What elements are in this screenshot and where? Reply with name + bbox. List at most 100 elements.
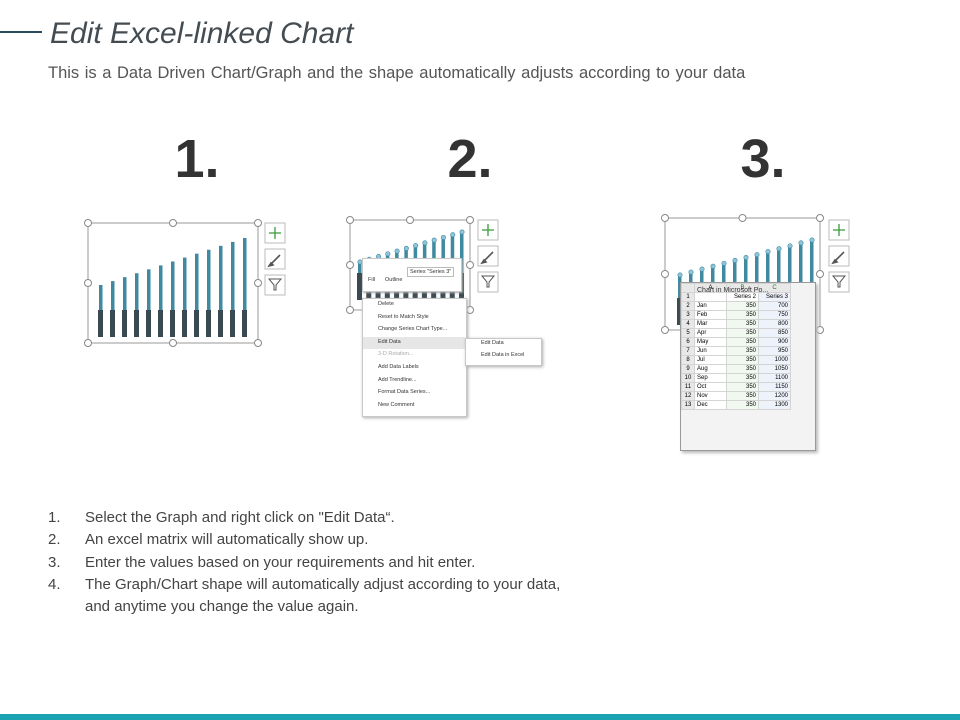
icon-plus <box>269 227 281 239</box>
decor-bar <box>123 277 127 310</box>
row-header: 11 <box>681 382 695 392</box>
decor-marker <box>776 246 782 252</box>
icon-filter <box>267 278 283 291</box>
row-header: 10 <box>681 373 695 383</box>
decor-bar-base <box>98 310 103 337</box>
icon-brush <box>480 251 494 265</box>
handle <box>84 339 92 347</box>
sheet-title: Chart in Microsoft Po... <box>697 287 769 294</box>
handle <box>169 219 177 227</box>
decor-bar <box>219 245 223 310</box>
decor-marker <box>394 248 400 254</box>
row-header: 2 <box>681 301 695 311</box>
decor-bar-base <box>242 310 247 337</box>
handle <box>738 214 747 222</box>
decor-marker <box>385 251 391 257</box>
handle <box>466 306 474 314</box>
handle <box>466 216 474 224</box>
step-number: 3. <box>740 129 786 189</box>
sheet-cell: 1200 <box>758 391 791 401</box>
icon-filter <box>480 275 496 288</box>
sheet-cell: 350 <box>726 382 759 392</box>
decor-bar <box>243 238 247 310</box>
sheet-cell: Jun <box>694 346 727 356</box>
menu-item: Fill <box>368 277 376 283</box>
decor-bar <box>183 257 187 310</box>
decor-marker <box>765 249 771 255</box>
decor-bar-base <box>110 310 115 337</box>
decor-bar-base <box>357 273 362 300</box>
sheet-cell: 950 <box>758 346 791 356</box>
decor-marker <box>440 234 446 240</box>
sheet-cell: Oct <box>694 382 727 392</box>
handle <box>661 326 669 334</box>
decor-bar-base <box>206 310 211 337</box>
menu-item: 3-D Rotation... <box>378 351 414 358</box>
sheet-cell: Nov <box>694 391 727 401</box>
decor-marker <box>732 257 738 263</box>
list-text: An excel matrix will automatically show … <box>85 531 369 549</box>
sheet-cell: 1150 <box>758 382 791 392</box>
decor-marker <box>809 237 815 243</box>
menu-item: Change Series Chart Type... <box>378 326 448 333</box>
decor-bar-base <box>158 310 163 337</box>
decor-marker <box>787 243 793 249</box>
row-header: 9 <box>681 364 695 374</box>
step-number: 2. <box>447 129 493 189</box>
sheet-cell: Sep <box>694 373 727 383</box>
decor-bar-base <box>194 310 199 337</box>
icon-box <box>264 274 286 296</box>
sheet-cell: 800 <box>758 319 791 329</box>
list-text: Enter the values based on your requireme… <box>85 553 476 571</box>
sheet-cell: Dec <box>694 400 727 410</box>
decor-bar <box>450 234 455 273</box>
decor-marker <box>459 229 465 235</box>
sheet-cell: 350 <box>726 373 759 383</box>
decor-bar <box>733 260 737 298</box>
step-number: 1. <box>174 129 220 189</box>
sheet-row: 10 Sep 350 1100 <box>681 373 791 383</box>
decor-bar <box>722 263 726 298</box>
handle <box>169 339 177 347</box>
sheet-cell: 350 <box>726 337 759 347</box>
menu-item: Reset to Match Style <box>378 313 429 320</box>
list-text: The Graph/Chart shape will automatically… <box>85 575 561 593</box>
handle <box>346 306 354 314</box>
sheet-cell: 350 <box>726 391 759 401</box>
decor-bar <box>678 275 682 298</box>
row-header: 6 <box>681 337 695 347</box>
decor-bar <box>744 257 748 298</box>
sheet-cell: 900 <box>758 337 791 347</box>
row-header: 13 <box>681 400 695 410</box>
list-text: Select the Graph and right click on "Edi… <box>85 509 395 526</box>
decor-bar-base <box>230 310 235 337</box>
decor-bar <box>799 242 803 298</box>
handle <box>661 214 669 222</box>
decor-marker <box>413 243 419 249</box>
decor-bar <box>231 241 235 310</box>
decor-marker <box>422 240 428 246</box>
sheet-cell: 350 <box>726 301 759 311</box>
handle <box>346 216 354 224</box>
series-select: Series "Series 3" <box>407 267 455 277</box>
sheet-cell: 350 <box>726 346 759 356</box>
menu-item: Outline <box>385 277 403 283</box>
handle <box>254 339 262 347</box>
context-menu <box>362 298 467 417</box>
icon-plus <box>833 224 845 236</box>
sheet-row: 4 Mar 350 800 <box>681 319 791 329</box>
decor-bar <box>111 281 115 310</box>
sheet-row: 13 Dec 350 1300 <box>681 400 791 410</box>
decor-bar-base <box>218 310 223 337</box>
decor-marker <box>798 240 804 246</box>
row-header: 4 <box>681 319 695 329</box>
row-header: 3 <box>681 310 695 320</box>
handle <box>254 279 262 287</box>
handle <box>84 279 92 287</box>
menu-highlight <box>363 337 465 349</box>
sheet-cell: Jan <box>694 301 727 311</box>
sheet-row: 7 Jun 350 950 <box>681 346 791 356</box>
list-number: 1. <box>48 509 61 526</box>
